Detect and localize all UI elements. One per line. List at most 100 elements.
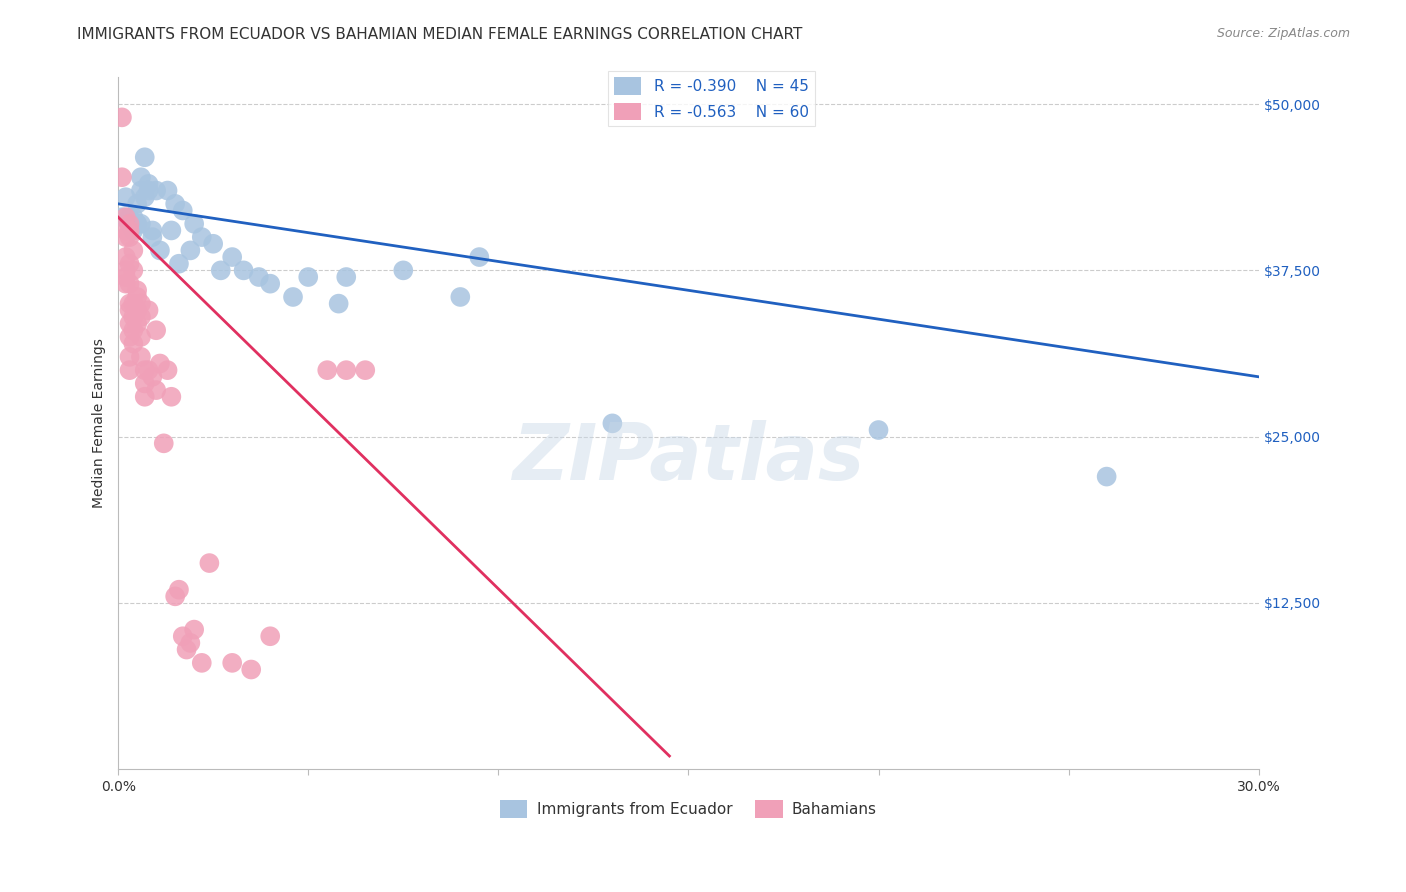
Point bbox=[118, 257, 141, 271]
Point bbox=[114, 277, 136, 291]
Point bbox=[138, 303, 160, 318]
Point bbox=[127, 217, 149, 231]
Point bbox=[129, 296, 152, 310]
Point bbox=[118, 303, 141, 318]
Point bbox=[145, 383, 167, 397]
Legend: Immigrants from Ecuador, Bahamians: Immigrants from Ecuador, Bahamians bbox=[494, 794, 883, 824]
Point bbox=[127, 290, 149, 304]
Point bbox=[118, 217, 141, 231]
Point bbox=[122, 336, 145, 351]
Point bbox=[281, 290, 304, 304]
Point bbox=[111, 210, 134, 224]
Point bbox=[114, 263, 136, 277]
Point bbox=[328, 296, 350, 310]
Point bbox=[179, 636, 201, 650]
Point bbox=[335, 363, 357, 377]
Point bbox=[118, 296, 141, 310]
Point bbox=[183, 623, 205, 637]
Point bbox=[240, 663, 263, 677]
Point bbox=[118, 363, 141, 377]
Point bbox=[129, 170, 152, 185]
Point bbox=[160, 390, 183, 404]
Point bbox=[145, 184, 167, 198]
Point bbox=[316, 363, 339, 377]
Point bbox=[335, 270, 357, 285]
Point bbox=[122, 310, 145, 324]
Point bbox=[118, 330, 141, 344]
Point bbox=[297, 270, 319, 285]
Point bbox=[468, 250, 491, 264]
Point bbox=[198, 556, 221, 570]
Point bbox=[114, 223, 136, 237]
Point bbox=[165, 197, 187, 211]
Point bbox=[134, 390, 156, 404]
Point bbox=[602, 417, 624, 431]
Point bbox=[118, 350, 141, 364]
Point bbox=[134, 190, 156, 204]
Point bbox=[141, 223, 163, 237]
Point bbox=[127, 317, 149, 331]
Point bbox=[118, 223, 141, 237]
Point bbox=[114, 190, 136, 204]
Point bbox=[138, 177, 160, 191]
Point bbox=[209, 263, 232, 277]
Point bbox=[141, 369, 163, 384]
Point bbox=[449, 290, 471, 304]
Point bbox=[232, 263, 254, 277]
Point bbox=[141, 230, 163, 244]
Point bbox=[122, 263, 145, 277]
Point bbox=[202, 236, 225, 251]
Point bbox=[354, 363, 377, 377]
Point bbox=[160, 223, 183, 237]
Point bbox=[127, 303, 149, 318]
Y-axis label: Median Female Earnings: Median Female Earnings bbox=[93, 338, 107, 508]
Point bbox=[114, 230, 136, 244]
Point bbox=[183, 217, 205, 231]
Point bbox=[138, 363, 160, 377]
Point bbox=[149, 244, 172, 258]
Point bbox=[114, 210, 136, 224]
Point bbox=[172, 629, 194, 643]
Point bbox=[259, 277, 281, 291]
Text: IMMIGRANTS FROM ECUADOR VS BAHAMIAN MEDIAN FEMALE EARNINGS CORRELATION CHART: IMMIGRANTS FROM ECUADOR VS BAHAMIAN MEDI… bbox=[77, 27, 803, 42]
Point bbox=[156, 184, 179, 198]
Point bbox=[868, 423, 890, 437]
Point bbox=[129, 330, 152, 344]
Point bbox=[191, 656, 214, 670]
Point bbox=[118, 210, 141, 224]
Point bbox=[122, 223, 145, 237]
Point bbox=[221, 250, 243, 264]
Point bbox=[122, 217, 145, 231]
Point bbox=[111, 111, 134, 125]
Point bbox=[118, 277, 141, 291]
Point bbox=[129, 310, 152, 324]
Point bbox=[122, 244, 145, 258]
Point bbox=[122, 210, 145, 224]
Point bbox=[1095, 469, 1118, 483]
Point bbox=[118, 230, 141, 244]
Point bbox=[138, 184, 160, 198]
Point bbox=[114, 270, 136, 285]
Point bbox=[129, 350, 152, 364]
Point bbox=[167, 257, 190, 271]
Point bbox=[134, 150, 156, 164]
Point bbox=[247, 270, 270, 285]
Point bbox=[118, 217, 141, 231]
Text: ZIPatlas: ZIPatlas bbox=[512, 420, 865, 496]
Point bbox=[134, 376, 156, 391]
Point bbox=[172, 203, 194, 218]
Point bbox=[392, 263, 415, 277]
Point bbox=[165, 590, 187, 604]
Text: Source: ZipAtlas.com: Source: ZipAtlas.com bbox=[1216, 27, 1350, 40]
Point bbox=[127, 197, 149, 211]
Point bbox=[129, 217, 152, 231]
Point bbox=[127, 217, 149, 231]
Point bbox=[127, 283, 149, 297]
Point bbox=[152, 436, 174, 450]
Point bbox=[114, 250, 136, 264]
Point bbox=[122, 296, 145, 310]
Point bbox=[221, 656, 243, 670]
Point bbox=[259, 629, 281, 643]
Point bbox=[167, 582, 190, 597]
Point bbox=[149, 357, 172, 371]
